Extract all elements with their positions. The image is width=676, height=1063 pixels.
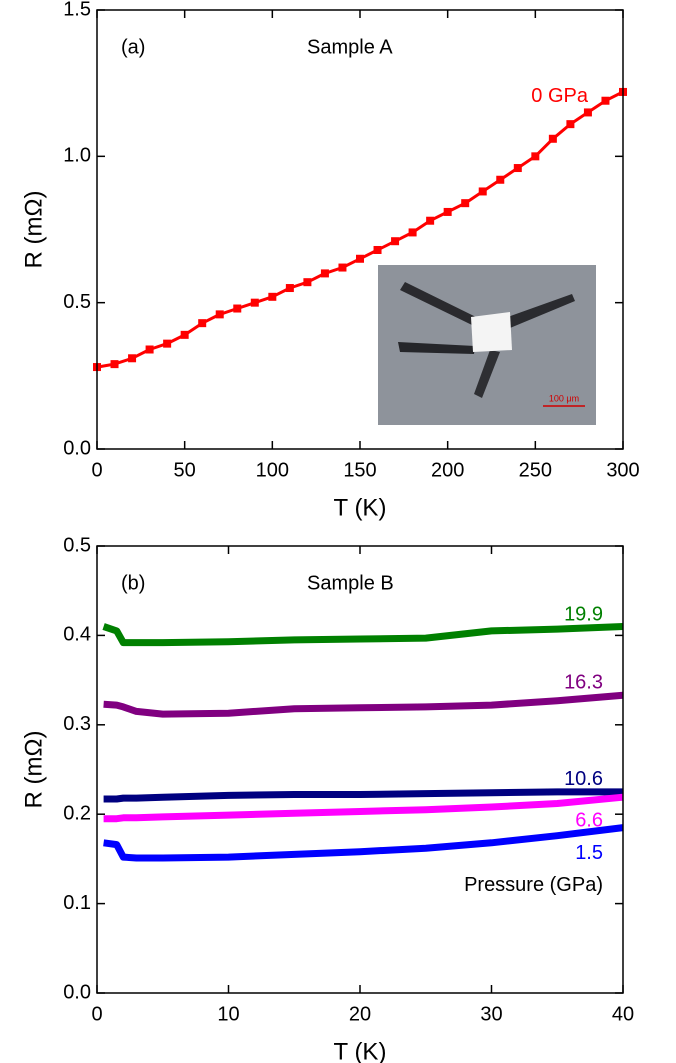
point [583,108,592,117]
y-tick-label: 0.4 [63,624,91,646]
x-tick-label: 200 [431,459,464,481]
point [163,339,172,348]
point [426,216,435,225]
series-line [103,691,624,718]
series-label: 19.9 [564,604,603,626]
point [320,269,329,278]
x-tick-label: 250 [519,459,552,481]
point [215,310,224,319]
point [268,292,277,301]
y-tick-label: 0.0 [63,437,91,459]
x-tick-label: 0 [91,1003,102,1025]
plot-frame [96,545,624,994]
y-tick-label: 0.2 [63,802,91,824]
point [408,228,417,237]
point [233,304,242,313]
y-axis-label: R (mΩ) [20,731,47,809]
x-tick-label: 10 [217,1003,239,1025]
point [443,207,452,216]
x-tick-label: 300 [606,459,639,481]
inset-photo [378,265,596,425]
x-tick-label: 40 [612,1003,634,1025]
scale-bar-label: 100 μm [549,393,579,403]
y-tick-label: 1.5 [63,0,91,20]
panel-label: (a) [121,36,145,58]
point [250,298,259,307]
point [356,254,364,263]
point [198,319,207,328]
point [391,237,400,246]
y-tick-label: 0.5 [63,534,91,556]
point [601,96,610,105]
annotation: Sample A [307,36,393,58]
point [566,120,575,129]
series-label: 1.5 [575,842,603,864]
y-tick-label: 0.5 [63,291,91,313]
point [110,360,119,369]
x-tick-label: 30 [480,1003,502,1025]
x-axis-label: T (K) [334,494,387,521]
series-line [103,788,623,803]
x-tick-label: 150 [343,459,376,481]
plot [102,623,624,862]
point [338,263,347,272]
series-label: 10.6 [564,768,603,790]
point [128,354,137,363]
series-label: 6.6 [575,809,603,831]
y-tick-label: 0.3 [63,713,91,735]
x-axis-label: T (K) [334,1038,387,1063]
point [373,245,382,254]
point [496,175,505,184]
x-tick-label: 100 [256,459,289,481]
point [531,152,540,161]
y-tick-label: 1.0 [63,145,91,167]
point [285,284,294,293]
x-tick-label: 0 [91,459,102,481]
point [548,134,557,143]
point [180,330,189,339]
panel-label: (b) [121,572,145,594]
series-line [102,623,624,647]
series-label: 16.3 [564,672,603,694]
series-line [103,793,624,823]
y-tick-label: 0.0 [63,981,91,1003]
annotation: Sample B [307,572,394,594]
point [478,187,487,196]
series-line [103,824,624,862]
x-tick-label: 20 [349,1003,371,1025]
point [145,345,154,354]
x-tick-label: 50 [174,459,196,481]
point [513,164,522,173]
point [303,278,312,287]
y-tick-label: 0.1 [63,892,91,914]
legend-title: Pressure (GPa) [464,874,603,896]
y-axis-label: R (mΩ) [20,191,47,269]
point [461,199,470,208]
series-label: 0 GPa [531,85,589,107]
